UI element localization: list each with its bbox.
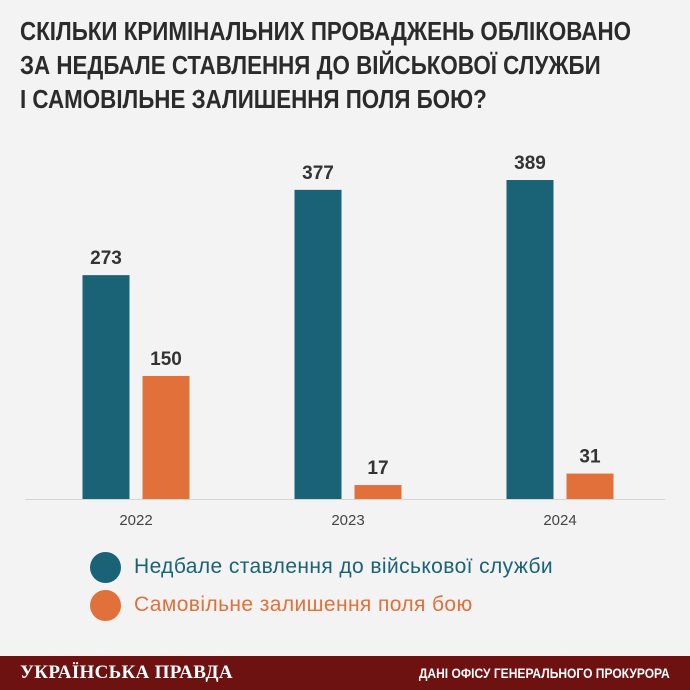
bar-2023-series-2: [354, 485, 402, 499]
title-line: І САМОВІЛЬНЕ ЗАЛИШЕННЯ ПОЛЯ БОЮ?: [20, 84, 487, 114]
data-label: 377: [302, 163, 334, 184]
data-source: ДАНІ ОФІСУ ГЕНЕРАЛЬНОГО ПРОКУРОРА: [419, 665, 670, 681]
legend-label: Самовільне залишення поля бою: [134, 593, 473, 616]
x-tick-label: 2022: [119, 512, 152, 529]
legend-item-desertion: Самовільне залишення поля бою: [90, 586, 553, 624]
x-tick-label: 2024: [543, 512, 576, 529]
title-line: ЗА НЕДБАЛЕ СТАВЛЕННЯ ДО ВІЙСЬКОВОЇ СЛУЖБ…: [20, 50, 601, 80]
bar-2022-series-2: [142, 376, 190, 499]
footer-bar: УКРАЇНСЬКА ПРАВДА ДАНІ ОФІСУ ГЕНЕРАЛЬНОГ…: [0, 656, 690, 690]
title-line: СКІЛЬКИ КРИМІНАЛЬНИХ ПРОВАДЖЕНЬ ОБЛІКОВА…: [20, 16, 632, 46]
data-label: 17: [367, 458, 388, 479]
bar-2022-series-1: [82, 275, 130, 499]
bar-2024-series-1: [506, 180, 554, 499]
legend-item-neglect: Недбале ставлення до військової служби: [90, 548, 553, 586]
publisher-logo: УКРАЇНСЬКА ПРАВДА: [20, 662, 233, 683]
legend: Недбале ставлення до військової служби С…: [90, 548, 553, 624]
legend-label: Недбале ставлення до військової служби: [134, 555, 554, 578]
legend-swatch-orange: [90, 589, 121, 621]
data-label: 150: [150, 349, 182, 370]
chart-title: СКІЛЬКИ КРИМІНАЛЬНИХ ПРОВАДЖЕНЬ ОБЛІКОВА…: [20, 14, 632, 116]
legend-swatch-teal: [90, 551, 121, 583]
bar-2024-series-2: [566, 473, 614, 499]
data-label: 389: [514, 153, 546, 174]
bar-chart: 273 150 2022 377 17 2023 389 31 2024: [25, 153, 665, 529]
bar-2023-series-1: [294, 189, 342, 500]
data-label: 31: [579, 447, 601, 468]
x-tick-label: 2023: [331, 512, 364, 529]
data-label: 273: [90, 248, 122, 269]
